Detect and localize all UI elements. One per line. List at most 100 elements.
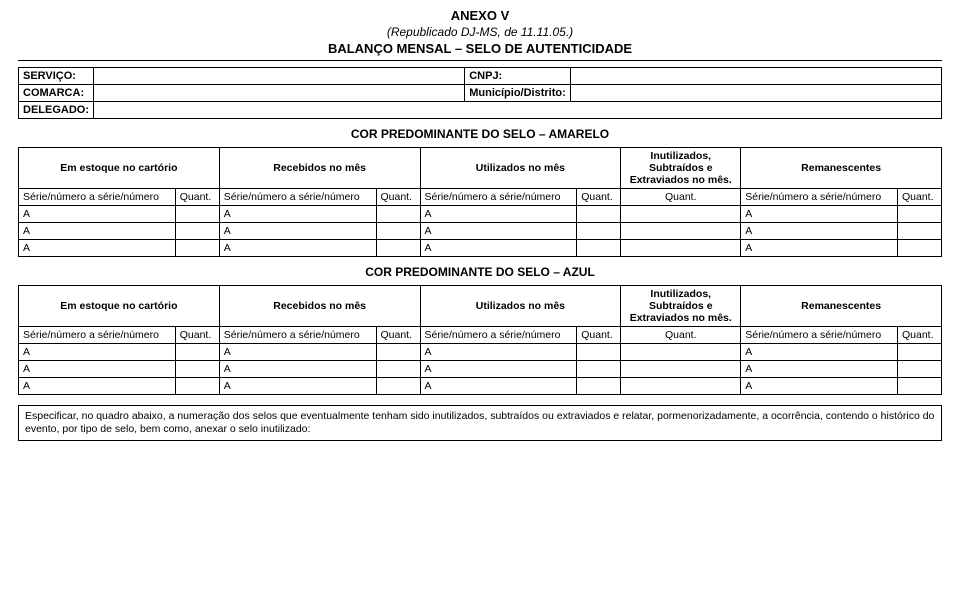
table-azul: Em estoque no cartório Recebidos no mês … (18, 285, 942, 395)
th-estoque: Em estoque no cartório (19, 148, 220, 189)
note-box: Especificar, no quadro abaixo, a numeraç… (18, 405, 942, 441)
sh-quant-4: Quant. (898, 189, 942, 206)
cell: A (420, 344, 577, 361)
cell (898, 223, 942, 240)
cell (175, 378, 219, 395)
sh-serie-3: Série/número a série/número (420, 327, 577, 344)
municipio-label: Município/Distrito: (465, 85, 571, 102)
cell (577, 206, 621, 223)
main-title: BALANÇO MENSAL – SELO DE AUTENTICIDADE (18, 41, 942, 56)
sh-quant-3: Quant. (577, 327, 621, 344)
cell: A (420, 206, 577, 223)
cell: A (19, 223, 176, 240)
cell: A (741, 344, 898, 361)
cell (376, 223, 420, 240)
th-remanescentes: Remanescentes (741, 286, 942, 327)
table-row: A A A A (19, 240, 942, 257)
cell: A (420, 223, 577, 240)
cell: A (19, 378, 176, 395)
cell (577, 223, 621, 240)
sh-serie-4: Série/número a série/número (741, 189, 898, 206)
sh-serie-2: Série/número a série/número (219, 189, 376, 206)
cell (621, 223, 741, 240)
servico-label: SERVIÇO: (19, 68, 94, 85)
cell: A (19, 240, 176, 257)
cell: A (19, 361, 176, 378)
comarca-label: COMARCA: (19, 85, 94, 102)
sh-serie-3: Série/número a série/número (420, 189, 577, 206)
cell (621, 378, 741, 395)
cell (376, 361, 420, 378)
table-row: A A A A (19, 361, 942, 378)
cell (175, 240, 219, 257)
section-amarelo-title: COR PREDOMINANTE DO SELO – AMARELO (18, 127, 942, 141)
section-azul-title: COR PREDOMINANTE DO SELO – AZUL (18, 265, 942, 279)
sh-serie-2: Série/número a série/número (219, 327, 376, 344)
cell: A (741, 240, 898, 257)
cell: A (741, 206, 898, 223)
anexo-title: ANEXO V (18, 8, 942, 23)
cell: A (219, 206, 376, 223)
cell (376, 378, 420, 395)
cell (621, 206, 741, 223)
sh-serie-4: Série/número a série/número (741, 327, 898, 344)
cell (376, 240, 420, 257)
cell (577, 240, 621, 257)
title-divider (18, 60, 942, 61)
cell (898, 378, 942, 395)
th-inutilizados: Inutilizados, Subtraídos e Extraviados n… (621, 286, 741, 327)
cell (621, 240, 741, 257)
cell: A (219, 361, 376, 378)
cell: A (219, 240, 376, 257)
cell (376, 206, 420, 223)
cell: A (19, 206, 176, 223)
cell (621, 344, 741, 361)
cell (175, 206, 219, 223)
th-recebidos: Recebidos no mês (219, 148, 420, 189)
cell (175, 361, 219, 378)
cell: A (420, 361, 577, 378)
sh-quant-only: Quant. (621, 327, 741, 344)
sh-quant-only: Quant. (621, 189, 741, 206)
cell: A (420, 240, 577, 257)
cell: A (741, 378, 898, 395)
cell (898, 206, 942, 223)
municipio-value (570, 85, 941, 102)
th-recebidos: Recebidos no mês (219, 286, 420, 327)
cell (898, 240, 942, 257)
sh-serie-1: Série/número a série/número (19, 189, 176, 206)
cell (175, 344, 219, 361)
cell (577, 344, 621, 361)
sh-quant-3: Quant. (577, 189, 621, 206)
th-utilizados: Utilizados no mês (420, 148, 621, 189)
cell (376, 344, 420, 361)
cell: A (219, 378, 376, 395)
info-table: SERVIÇO: CNPJ: COMARCA: Município/Distri… (18, 67, 942, 119)
table-row: A A A A (19, 223, 942, 240)
th-estoque: Em estoque no cartório (19, 286, 220, 327)
th-remanescentes: Remanescentes (741, 148, 942, 189)
delegado-value (94, 102, 942, 119)
republicado-line: (Republicado DJ-MS, de 11.11.05.) (18, 25, 942, 39)
cell (621, 361, 741, 378)
cell (898, 344, 942, 361)
cell: A (219, 344, 376, 361)
table-row: A A A A (19, 344, 942, 361)
table-row: A A A A (19, 378, 942, 395)
sh-quant-2: Quant. (376, 327, 420, 344)
sh-quant-4: Quant. (898, 327, 942, 344)
cell (577, 361, 621, 378)
cell (898, 361, 942, 378)
cnpj-value (570, 68, 941, 85)
cnpj-label: CNPJ: (465, 68, 571, 85)
cell: A (19, 344, 176, 361)
th-inutilizados: Inutilizados, Subtraídos e Extraviados n… (621, 148, 741, 189)
servico-value (94, 68, 465, 85)
comarca-value (94, 85, 465, 102)
cell (175, 223, 219, 240)
cell: A (741, 361, 898, 378)
sh-serie-1: Série/número a série/número (19, 327, 176, 344)
cell: A (420, 378, 577, 395)
cell: A (741, 223, 898, 240)
delegado-label: DELEGADO: (19, 102, 94, 119)
